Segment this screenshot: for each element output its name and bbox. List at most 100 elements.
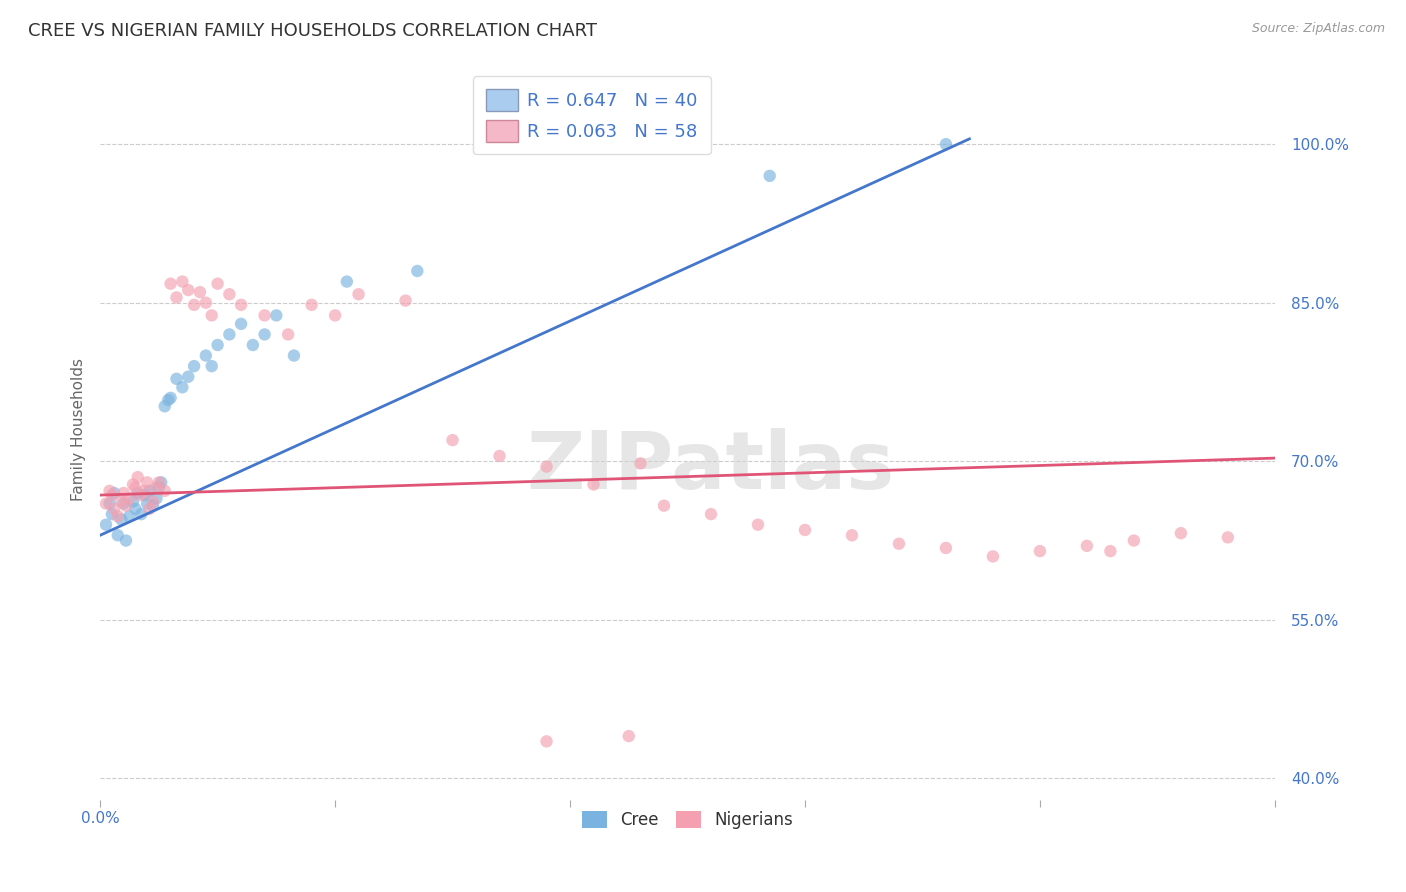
Point xyxy=(700,507,723,521)
Point xyxy=(172,380,194,394)
Point xyxy=(129,507,152,521)
Point xyxy=(94,517,117,532)
Text: ZIPatlas: ZIPatlas xyxy=(527,427,896,506)
Point xyxy=(1216,530,1239,544)
Point xyxy=(159,391,181,405)
Point xyxy=(98,497,121,511)
Point xyxy=(253,309,276,323)
Point xyxy=(177,283,200,297)
Point xyxy=(122,477,145,491)
Point xyxy=(1122,533,1144,548)
Point xyxy=(582,477,605,491)
Point xyxy=(188,285,211,300)
Text: Source: ZipAtlas.com: Source: ZipAtlas.com xyxy=(1251,22,1385,36)
Point xyxy=(183,298,205,312)
Point xyxy=(115,533,138,548)
Point xyxy=(94,497,117,511)
Point xyxy=(201,309,224,323)
Point xyxy=(301,298,323,312)
Point xyxy=(406,264,429,278)
Point xyxy=(536,734,558,748)
Point xyxy=(142,494,165,508)
Point xyxy=(166,290,188,304)
Point xyxy=(153,400,176,414)
Point xyxy=(242,338,264,352)
Point xyxy=(218,327,240,342)
Point xyxy=(630,456,652,470)
Point xyxy=(1076,539,1098,553)
Point xyxy=(794,523,817,537)
Point xyxy=(218,287,240,301)
Point xyxy=(110,494,132,508)
Point xyxy=(129,488,152,502)
Point xyxy=(488,449,510,463)
Point xyxy=(118,509,141,524)
Point xyxy=(277,327,299,342)
Point xyxy=(935,541,957,555)
Point xyxy=(150,475,173,490)
Point xyxy=(112,486,135,500)
Point xyxy=(134,488,156,502)
Point xyxy=(166,372,188,386)
Point xyxy=(138,483,160,498)
Point xyxy=(394,293,416,308)
Point xyxy=(207,338,229,352)
Point xyxy=(1170,526,1192,541)
Point xyxy=(253,327,276,342)
Point xyxy=(136,475,159,490)
Point xyxy=(441,433,464,447)
Point xyxy=(652,499,675,513)
Text: CREE VS NIGERIAN FAMILY HOUSEHOLDS CORRELATION CHART: CREE VS NIGERIAN FAMILY HOUSEHOLDS CORRE… xyxy=(28,22,598,40)
Point xyxy=(194,295,217,310)
Point xyxy=(1029,544,1052,558)
Point xyxy=(159,277,181,291)
Point xyxy=(207,277,229,291)
Point xyxy=(229,317,252,331)
Point xyxy=(138,501,160,516)
Point xyxy=(124,501,146,516)
Point xyxy=(122,494,145,508)
Point xyxy=(617,729,640,743)
Point xyxy=(758,169,780,183)
Point xyxy=(536,459,558,474)
Point xyxy=(153,483,176,498)
Point xyxy=(112,497,135,511)
Point xyxy=(157,392,180,407)
Point xyxy=(98,483,121,498)
Point xyxy=(107,528,129,542)
Point xyxy=(229,298,252,312)
Legend: Cree, Nigerians: Cree, Nigerians xyxy=(575,804,800,836)
Point xyxy=(747,517,769,532)
Point xyxy=(148,481,170,495)
Point xyxy=(981,549,1004,564)
Point xyxy=(107,509,129,524)
Point xyxy=(103,486,125,500)
Point xyxy=(145,481,167,495)
Point xyxy=(124,481,146,495)
Point xyxy=(201,359,224,373)
Point xyxy=(183,359,205,373)
Point xyxy=(134,483,156,498)
Point xyxy=(323,309,346,323)
Point xyxy=(110,512,132,526)
Y-axis label: Family Households: Family Households xyxy=(72,358,86,501)
Point xyxy=(194,349,217,363)
Point xyxy=(136,497,159,511)
Point xyxy=(145,491,167,506)
Point xyxy=(283,349,305,363)
Point xyxy=(127,486,149,500)
Point xyxy=(127,470,149,484)
Point xyxy=(101,507,124,521)
Point xyxy=(148,475,170,490)
Point xyxy=(142,499,165,513)
Point xyxy=(172,275,194,289)
Point xyxy=(103,501,125,516)
Point xyxy=(336,275,359,289)
Point xyxy=(347,287,370,301)
Point xyxy=(115,499,138,513)
Point xyxy=(177,369,200,384)
Point xyxy=(118,491,141,506)
Point xyxy=(887,537,910,551)
Point xyxy=(101,488,124,502)
Point xyxy=(935,137,957,152)
